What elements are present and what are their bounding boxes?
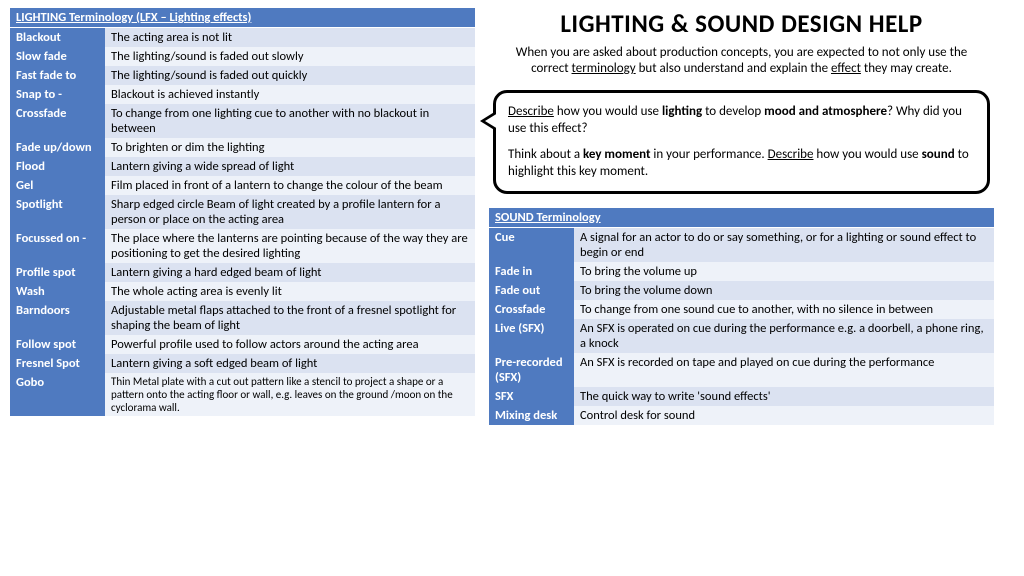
- sound-table: CueA signal for an actor to do or say so…: [489, 228, 994, 425]
- definition-cell: The lighting/sound is faded out quickly: [105, 66, 475, 85]
- table-row: CueA signal for an actor to do or say so…: [489, 228, 994, 262]
- term-cell: Flood: [10, 157, 105, 176]
- definition-cell: Adjustable metal flaps attached to the f…: [105, 301, 475, 335]
- table-row: CrossfadeTo change from one sound cue to…: [489, 300, 994, 319]
- table-row: Fast fade toThe lighting/sound is faded …: [10, 66, 475, 85]
- definition-cell: Control desk for sound: [574, 406, 994, 425]
- term-cell: Profile spot: [10, 263, 105, 282]
- table-row: Fade up/downTo brighten or dim the light…: [10, 138, 475, 157]
- definition-cell: The whole acting area is evenly lit: [105, 282, 475, 301]
- table-row: GoboThin Metal plate with a cut out patt…: [10, 373, 475, 416]
- term-cell: Follow spot: [10, 335, 105, 354]
- table-row: SFXThe quick way to write 'sound effects…: [489, 387, 994, 406]
- definition-cell: Blackout is achieved instantly: [105, 85, 475, 104]
- term-cell: Fade out: [489, 281, 574, 300]
- definition-cell: The acting area is not lit: [105, 28, 475, 47]
- definition-cell: An SFX is operated on cue during the per…: [574, 319, 994, 353]
- table-row: WashThe whole acting area is evenly lit: [10, 282, 475, 301]
- table-row: Fresnel SpotLantern giving a soft edged …: [10, 354, 475, 373]
- page-title: LIGHTING & SOUND DESIGN HELP: [489, 8, 994, 39]
- definition-cell: Lantern giving a soft edged beam of ligh…: [105, 354, 475, 373]
- term-cell: Fade up/down: [10, 138, 105, 157]
- term-cell: Fade in: [489, 262, 574, 281]
- term-cell: Fresnel Spot: [10, 354, 105, 373]
- sound-table-header: SOUND Terminology: [489, 208, 994, 228]
- term-cell: Pre-recorded (SFX): [489, 353, 574, 387]
- intro-text: When you are asked about production conc…: [489, 45, 994, 78]
- definition-cell: To change from one lighting cue to anoth…: [105, 104, 475, 138]
- term-cell: SFX: [489, 387, 574, 406]
- table-row: BlackoutThe acting area is not lit: [10, 28, 475, 47]
- definition-cell: To change from one sound cue to another,…: [574, 300, 994, 319]
- term-cell: Wash: [10, 282, 105, 301]
- term-cell: Blackout: [10, 28, 105, 47]
- term-cell: Slow fade: [10, 47, 105, 66]
- table-row: Snap to -Blackout is achieved instantly: [10, 85, 475, 104]
- definition-cell: The lighting/sound is faded out slowly: [105, 47, 475, 66]
- table-row: GelFilm placed in front of a lantern to …: [10, 176, 475, 195]
- definition-cell: The quick way to write 'sound effects': [574, 387, 994, 406]
- definition-cell: A signal for an actor to do or say somet…: [574, 228, 994, 262]
- table-row: Mixing deskControl desk for sound: [489, 406, 994, 425]
- table-row: SpotlightSharp edged circle Beam of ligh…: [10, 195, 475, 229]
- table-row: Focussed on -The place where the lantern…: [10, 229, 475, 263]
- definition-cell: Film placed in front of a lantern to cha…: [105, 176, 475, 195]
- definition-cell: An SFX is recorded on tape and played on…: [574, 353, 994, 387]
- definition-cell: To bring the volume down: [574, 281, 994, 300]
- prompt-callout: Describe how you would use lighting to d…: [493, 90, 990, 194]
- definition-cell: Sharp edged circle Beam of light created…: [105, 195, 475, 229]
- term-cell: Cue: [489, 228, 574, 262]
- term-cell: Focussed on -: [10, 229, 105, 263]
- table-row: FloodLantern giving a wide spread of lig…: [10, 157, 475, 176]
- term-cell: Mixing desk: [489, 406, 574, 425]
- definition-cell: Thin Metal plate with a cut out pattern …: [105, 373, 475, 416]
- definition-cell: To bring the volume up: [574, 262, 994, 281]
- table-row: Live (SFX)An SFX is operated on cue duri…: [489, 319, 994, 353]
- term-cell: Snap to -: [10, 85, 105, 104]
- definition-cell: Lantern giving a wide spread of light: [105, 157, 475, 176]
- table-row: Follow spotPowerful profile used to foll…: [10, 335, 475, 354]
- table-row: BarndoorsAdjustable metal flaps attached…: [10, 301, 475, 335]
- table-row: Profile spotLantern giving a hard edged …: [10, 263, 475, 282]
- definition-cell: Powerful profile used to follow actors a…: [105, 335, 475, 354]
- table-row: Fade inTo bring the volume up: [489, 262, 994, 281]
- definition-cell: To brighten or dim the lighting: [105, 138, 475, 157]
- term-cell: Live (SFX): [489, 319, 574, 353]
- term-cell: Gobo: [10, 373, 105, 416]
- term-cell: Spotlight: [10, 195, 105, 229]
- term-cell: Barndoors: [10, 301, 105, 335]
- table-row: Pre-recorded (SFX)An SFX is recorded on …: [489, 353, 994, 387]
- term-cell: Gel: [10, 176, 105, 195]
- lighting-table: BlackoutThe acting area is not litSlow f…: [10, 28, 475, 416]
- table-row: CrossfadeTo change from one lighting cue…: [10, 104, 475, 138]
- table-row: Slow fadeThe lighting/sound is faded out…: [10, 47, 475, 66]
- table-row: Fade outTo bring the volume down: [489, 281, 994, 300]
- definition-cell: Lantern giving a hard edged beam of ligh…: [105, 263, 475, 282]
- term-cell: Crossfade: [10, 104, 105, 138]
- lighting-table-header: LIGHTING Terminology (LFX – Lighting eff…: [10, 8, 475, 28]
- term-cell: Fast fade to: [10, 66, 105, 85]
- definition-cell: The place where the lanterns are pointin…: [105, 229, 475, 263]
- term-cell: Crossfade: [489, 300, 574, 319]
